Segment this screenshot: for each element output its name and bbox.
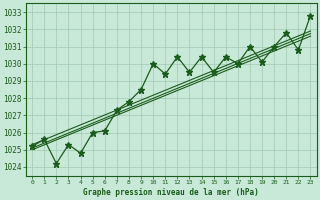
X-axis label: Graphe pression niveau de la mer (hPa): Graphe pression niveau de la mer (hPa)	[84, 188, 259, 197]
